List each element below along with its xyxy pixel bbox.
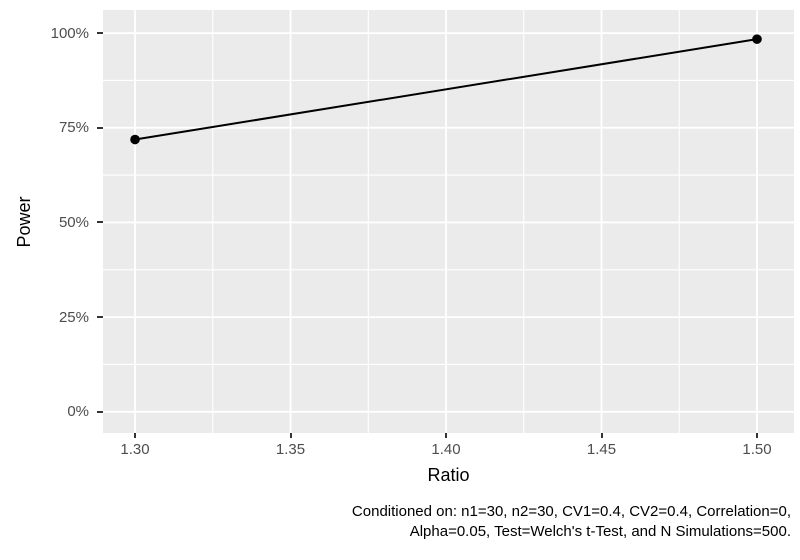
x-tick-mark <box>445 433 447 438</box>
x-tick-label: 1.30 <box>120 441 150 458</box>
data-line <box>134 38 758 141</box>
y-tick-mark <box>97 32 103 35</box>
x-tick-mark <box>289 433 292 438</box>
x-tick-mark <box>134 433 137 438</box>
caption-line-1: Conditioned on: n1=30, n2=30, CV1=0.4, C… <box>351 503 791 520</box>
x-tick-mark <box>600 433 603 438</box>
chart-canvas <box>103 10 794 433</box>
plot-panel <box>103 10 794 433</box>
y-tick-mark <box>97 221 103 224</box>
y-tick-label: 100% <box>50 24 89 42</box>
y-tick-mark <box>97 126 103 129</box>
x-tick-label: 1.40 <box>431 441 461 458</box>
y-tick-mark <box>97 316 103 319</box>
chart-caption: Conditioned on: n1=30, n2=30, CV1=0.4, C… <box>31 502 791 542</box>
y-tick-label: 50% <box>58 213 89 231</box>
y-axis-title: Power <box>14 196 34 248</box>
y-tick-label: 75% <box>58 119 89 137</box>
y-tick-label: 25% <box>58 308 89 326</box>
y-tick-label: 0% <box>67 403 89 421</box>
caption-line-2: Alpha=0.05, Test=Welch's t-Test, and N S… <box>409 523 791 540</box>
x-tick-label: 1.45 <box>586 441 617 458</box>
x-axis-title: Ratio <box>427 465 470 485</box>
x-tick-mark <box>755 433 758 438</box>
y-tick-mark <box>97 410 103 413</box>
x-tick-label: 1.35 <box>275 441 306 458</box>
x-tick-label: 1.50 <box>742 441 772 458</box>
data-point <box>752 34 762 44</box>
data-point <box>130 134 140 145</box>
